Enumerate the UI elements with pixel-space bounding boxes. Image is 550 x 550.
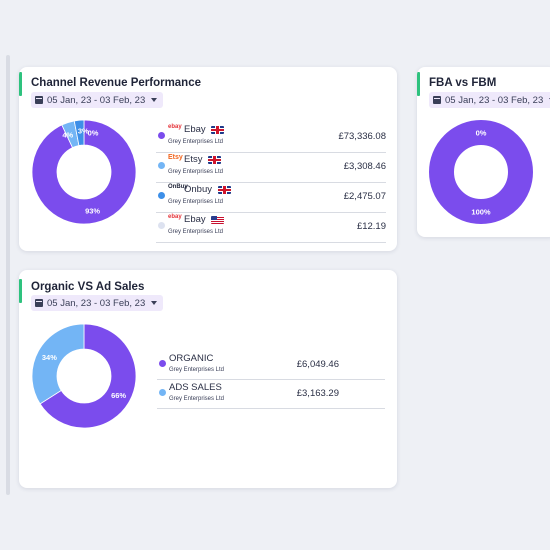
us-flag-icon bbox=[211, 216, 224, 224]
channel-name: Ebay bbox=[184, 124, 206, 135]
channel-name: Ebay bbox=[184, 214, 206, 225]
channel-revenue-donut: 93% 4% 3% 0% bbox=[32, 120, 136, 224]
donut-percent-label: 66% bbox=[111, 391, 126, 400]
calendar-icon bbox=[35, 96, 43, 104]
date-range-label: 05 Jan, 23 - 03 Feb, 23 bbox=[445, 94, 544, 106]
channel-name: Etsy bbox=[184, 154, 203, 165]
company-name: Grey Enterprises Ltd bbox=[168, 139, 224, 145]
company-name: Grey Enterprises Ltd bbox=[169, 367, 225, 373]
card-title: Organic VS Ad Sales bbox=[31, 281, 145, 293]
channel-amount: £3,308.46 bbox=[343, 161, 386, 172]
card-title: FBA vs FBM bbox=[429, 77, 497, 89]
date-range-label: 05 Jan, 23 - 03 Feb, 23 bbox=[47, 94, 146, 106]
company-name: Grey Enterprises Ltd bbox=[168, 169, 224, 175]
card-accent bbox=[417, 72, 420, 96]
fba-fbm-donut: 100% 0% bbox=[429, 120, 533, 224]
fba-fbm-card: FBA vs FBM 05 Jan, 23 - 03 Feb, 23 100% 0… bbox=[417, 67, 550, 237]
date-range-picker[interactable]: 05 Jan, 23 - 03 Feb, 23 bbox=[31, 295, 164, 311]
channel-amount: £12.19 bbox=[356, 221, 386, 232]
uk-flag-icon bbox=[218, 186, 231, 194]
sales-type-row[interactable]: ORGANIC Grey Enterprises Ltd £6,049.46 bbox=[157, 352, 385, 380]
company-name: Grey Enterprises Ltd bbox=[168, 229, 224, 235]
ebay-logo: ebay bbox=[168, 124, 182, 130]
donut-percent-label: 3% bbox=[78, 127, 89, 136]
sales-amount: £6,049.46 bbox=[296, 359, 339, 370]
company-name: Grey Enterprises Ltd bbox=[169, 396, 225, 402]
calendar-icon bbox=[433, 96, 441, 104]
sales-amount: £3,163.29 bbox=[296, 388, 339, 399]
calendar-icon bbox=[35, 299, 43, 307]
channel-revenue-card: Channel Revenue Performance 05 Jan, 23 -… bbox=[19, 67, 397, 251]
legend-dot bbox=[158, 162, 165, 169]
donut-percent-label: 4% bbox=[62, 130, 73, 139]
caret-down-icon bbox=[151, 98, 158, 102]
date-range-label: 05 Jan, 23 - 03 Feb, 23 bbox=[47, 297, 146, 309]
uk-flag-icon bbox=[211, 126, 224, 134]
legend-dot bbox=[159, 360, 166, 367]
onbuy-logo: OnBuy bbox=[168, 184, 188, 190]
date-range-picker[interactable]: 05 Jan, 23 - 03 Feb, 23 bbox=[31, 92, 164, 108]
channel-row[interactable]: ebay Ebay Grey Enterprises Ltd £12.19 bbox=[156, 212, 386, 243]
card-accent bbox=[19, 279, 22, 303]
organic-ads-donut: 66% 34% bbox=[32, 324, 136, 428]
card-title: Channel Revenue Performance bbox=[31, 77, 202, 89]
company-name: Grey Enterprises Ltd bbox=[168, 199, 224, 205]
ebay-logo: ebay bbox=[168, 214, 182, 220]
donut-slice-organic[interactable] bbox=[39, 324, 136, 428]
donut-slice-fba[interactable] bbox=[429, 120, 533, 224]
channel-name: Onbuy bbox=[184, 184, 212, 195]
sales-type-name: ADS SALES bbox=[169, 382, 222, 393]
channel-amount: £2,475.07 bbox=[343, 191, 386, 202]
donut-slice-onbuy[interactable] bbox=[73, 120, 85, 146]
scroll-rail[interactable] bbox=[6, 55, 10, 495]
date-range-picker[interactable]: 05 Jan, 23 - 03 Feb, 23 bbox=[429, 92, 550, 108]
channel-row[interactable]: Etsy Etsy Grey Enterprises Ltd £3,308.46 bbox=[156, 152, 386, 183]
sales-type-row[interactable]: ADS SALES Grey Enterprises Ltd £3,163.29 bbox=[157, 381, 385, 409]
sales-type-name: ORGANIC bbox=[169, 353, 214, 364]
caret-down-icon bbox=[151, 301, 158, 305]
donut-slice-ads-sales[interactable] bbox=[32, 324, 85, 405]
legend-dot bbox=[158, 222, 165, 229]
etsy-logo: Etsy bbox=[168, 154, 183, 161]
organic-ads-card: Organic VS Ad Sales 05 Jan, 23 - 03 Feb,… bbox=[19, 270, 397, 488]
card-accent bbox=[19, 72, 22, 96]
donut-percent-label: 0% bbox=[88, 129, 99, 138]
donut-percent-label: 100% bbox=[471, 208, 491, 217]
donut-percent-label: 0% bbox=[476, 129, 487, 138]
channel-amount: £73,336.08 bbox=[338, 131, 386, 142]
channel-row[interactable]: OnBuy Onbuy Grey Enterprises Ltd £2,475.… bbox=[156, 182, 386, 213]
uk-flag-icon bbox=[208, 156, 221, 164]
donut-percent-label: 34% bbox=[42, 353, 57, 362]
legend-dot bbox=[158, 192, 165, 199]
legend-dot bbox=[159, 389, 166, 396]
donut-slice-ebay[interactable] bbox=[32, 120, 136, 224]
channel-row[interactable]: ebay Ebay Grey Enterprises Ltd £73,336.0… bbox=[156, 122, 386, 153]
legend-dot bbox=[158, 132, 165, 139]
donut-percent-label: 93% bbox=[85, 207, 100, 216]
